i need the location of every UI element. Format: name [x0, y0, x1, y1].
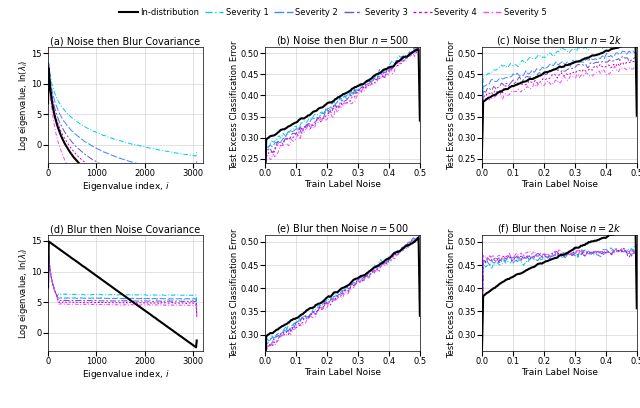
Title: (c) Noise then Blur $n = 2k$: (c) Noise then Blur $n = 2k$ [496, 34, 623, 47]
Y-axis label: Log eigenvalue, $\ln(\lambda_i)$: Log eigenvalue, $\ln(\lambda_i)$ [17, 247, 30, 339]
Title: (d) Blur then Noise Covariance: (d) Blur then Noise Covariance [51, 224, 200, 234]
Y-axis label: Log eigenvalue, $\ln(\lambda_i)$: Log eigenvalue, $\ln(\lambda_i)$ [17, 59, 30, 151]
Y-axis label: Test Excess Classification Error: Test Excess Classification Error [230, 40, 239, 170]
X-axis label: Eigenvalue index, $i$: Eigenvalue index, $i$ [82, 180, 169, 193]
Y-axis label: Test Excess Classification Error: Test Excess Classification Error [447, 228, 456, 358]
Title: (b) Noise then Blur $n = 500$: (b) Noise then Blur $n = 500$ [276, 34, 409, 47]
X-axis label: Eigenvalue index, $i$: Eigenvalue index, $i$ [82, 368, 169, 381]
Title: (f) Blur then Noise $n = 2k$: (f) Blur then Noise $n = 2k$ [497, 222, 621, 235]
Y-axis label: Test Excess Classification Error: Test Excess Classification Error [230, 228, 239, 358]
Y-axis label: Test Excess Classification Error: Test Excess Classification Error [447, 40, 456, 170]
Title: (a) Noise then Blur Covariance: (a) Noise then Blur Covariance [51, 36, 200, 46]
X-axis label: Train Label Noise: Train Label Noise [521, 368, 598, 377]
Title: (e) Blur then Noise $n = 500$: (e) Blur then Noise $n = 500$ [276, 222, 409, 235]
X-axis label: Train Label Noise: Train Label Noise [304, 180, 381, 188]
Legend: In-distribution, Severity 1, Severity 2, Severity 3, Severity 4, Severity 5: In-distribution, Severity 1, Severity 2,… [116, 5, 550, 21]
X-axis label: Train Label Noise: Train Label Noise [521, 180, 598, 188]
X-axis label: Train Label Noise: Train Label Noise [304, 368, 381, 377]
